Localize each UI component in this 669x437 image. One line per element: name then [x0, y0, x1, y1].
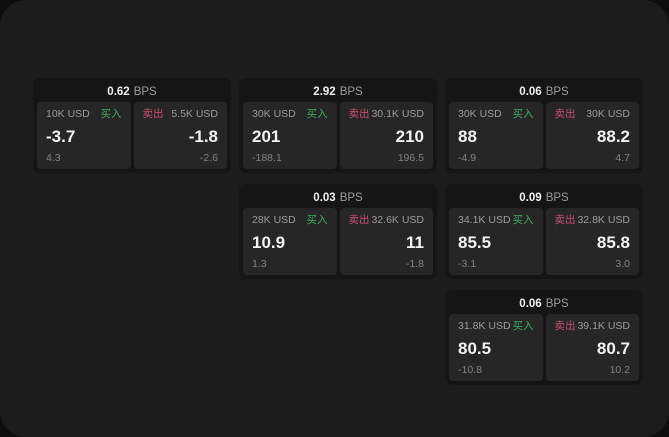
quote-card: 2.92 BPS 30K USD 买入 201 -188.1 卖出 30.1K …: [239, 78, 437, 173]
sell-panel[interactable]: 卖出 32.8K USD 85.8 3.0: [545, 208, 639, 275]
sell-change: 196.5: [397, 151, 424, 164]
spread-unit: BPS: [339, 86, 363, 98]
sell-change: -1.8: [405, 257, 424, 270]
buy-change: -4.9: [458, 151, 477, 164]
spread-unit: BPS: [339, 192, 363, 204]
buy-panel[interactable]: 28K USD 买入 10.9 1.3: [243, 208, 337, 275]
spread-unit: BPS: [545, 192, 569, 204]
buy-label: 买入: [512, 320, 534, 332]
sell-label: 卖出: [554, 214, 576, 226]
buy-change: 1.3: [252, 257, 267, 270]
sell-change: 10.2: [609, 363, 630, 376]
quote-card-grid: 0.62 BPS 10K USD 买入 -3.7 4.3 卖出 5.5K USD: [33, 78, 643, 385]
spread-header: 0.03 BPS: [243, 188, 433, 208]
buy-panel[interactable]: 31.8K USD 买入 80.5 -10.8: [449, 314, 543, 381]
quote-panels: 34.1K USD 买入 85.5 -3.1 卖出 32.8K USD 85.8…: [449, 208, 639, 275]
sell-amount: 32.6K USD: [371, 214, 424, 226]
buy-price: -3.7: [46, 126, 76, 146]
sell-label: 卖出: [142, 108, 164, 120]
buy-label: 买入: [306, 214, 328, 226]
sell-price: 88.2: [596, 126, 630, 146]
sell-change: 4.7: [615, 151, 630, 164]
buy-panel[interactable]: 30K USD 买入 88 -4.9: [449, 102, 543, 169]
sell-change: 3.0: [615, 257, 630, 270]
quote-card: 0.06 BPS 30K USD 买入 88 -4.9 卖出 30K USD: [445, 78, 643, 173]
sell-amount: 32.8K USD: [577, 214, 630, 226]
spread-value: 0.06: [519, 86, 542, 98]
sell-price: -1.8: [188, 126, 218, 146]
sell-change: -2.6: [199, 151, 218, 164]
buy-amount: 30K USD: [252, 108, 296, 120]
spread-value: 0.09: [519, 192, 542, 204]
spread-value: 0.62: [107, 86, 130, 98]
sell-label: 卖出: [554, 108, 576, 120]
spread-header: 0.06 BPS: [449, 82, 639, 102]
sell-price: 80.7: [596, 338, 630, 358]
quote-panels: 28K USD 买入 10.9 1.3 卖出 32.6K USD 11 -1.8: [243, 208, 433, 275]
sell-panel[interactable]: 卖出 30K USD 88.2 4.7: [545, 102, 639, 169]
spread-header: 0.62 BPS: [37, 82, 227, 102]
buy-price: 201: [252, 126, 281, 146]
buy-label: 买入: [306, 108, 328, 120]
buy-amount: 34.1K USD: [458, 214, 511, 226]
sell-price: 85.8: [596, 232, 630, 252]
sell-price: 210: [395, 126, 424, 146]
quote-panels: 31.8K USD 买入 80.5 -10.8 卖出 39.1K USD 80.…: [449, 314, 639, 381]
sell-amount: 5.5K USD: [171, 108, 218, 120]
buy-change: -10.8: [458, 363, 482, 376]
spread-unit: BPS: [133, 86, 157, 98]
buy-amount: 30K USD: [458, 108, 502, 120]
quote-panels: 30K USD 买入 201 -188.1 卖出 30.1K USD 210 1…: [243, 102, 433, 169]
spread-value: 2.92: [313, 86, 336, 98]
sell-label: 卖出: [554, 320, 576, 332]
spread-value: 0.06: [519, 298, 542, 310]
spread-header: 0.09 BPS: [449, 188, 639, 208]
buy-panel[interactable]: 10K USD 买入 -3.7 4.3: [37, 102, 131, 169]
sell-amount: 39.1K USD: [577, 320, 630, 332]
buy-price: 80.5: [458, 338, 492, 358]
buy-price: 10.9: [252, 232, 286, 252]
sell-panel[interactable]: 卖出 39.1K USD 80.7 10.2: [545, 314, 639, 381]
buy-label: 买入: [100, 108, 122, 120]
buy-change: -188.1: [252, 151, 282, 164]
spread-header: 2.92 BPS: [243, 82, 433, 102]
sell-panel[interactable]: 卖出 32.6K USD 11 -1.8: [339, 208, 433, 275]
buy-price: 85.5: [458, 232, 492, 252]
sell-panel[interactable]: 卖出 30.1K USD 210 196.5: [339, 102, 433, 169]
buy-price: 88: [458, 126, 477, 146]
quote-card: 0.03 BPS 28K USD 买入 10.9 1.3 卖出 32.6K US…: [239, 184, 437, 279]
sell-amount: 30.1K USD: [371, 108, 424, 120]
buy-amount: 10K USD: [46, 108, 90, 120]
buy-panel[interactable]: 34.1K USD 买入 85.5 -3.1: [449, 208, 543, 275]
spread-header: 0.06 BPS: [449, 294, 639, 314]
quote-panels: 30K USD 买入 88 -4.9 卖出 30K USD 88.2 4.7: [449, 102, 639, 169]
sell-panel[interactable]: 卖出 5.5K USD -1.8 -2.6: [133, 102, 227, 169]
quote-card: 0.09 BPS 34.1K USD 买入 85.5 -3.1 卖出 32.8K…: [445, 184, 643, 279]
buy-panel[interactable]: 30K USD 买入 201 -188.1: [243, 102, 337, 169]
quote-panels: 10K USD 买入 -3.7 4.3 卖出 5.5K USD -1.8 -2.…: [37, 102, 227, 169]
sell-label: 卖出: [348, 214, 370, 226]
spread-unit: BPS: [545, 298, 569, 310]
sell-label: 卖出: [348, 108, 370, 120]
buy-amount: 28K USD: [252, 214, 296, 226]
spread-unit: BPS: [545, 86, 569, 98]
sell-amount: 30K USD: [586, 108, 630, 120]
buy-amount: 31.8K USD: [458, 320, 511, 332]
quote-card: 0.06 BPS 31.8K USD 买入 80.5 -10.8 卖出 39.1…: [445, 290, 643, 385]
quote-card: 0.62 BPS 10K USD 买入 -3.7 4.3 卖出 5.5K USD: [33, 78, 231, 173]
sell-price: 11: [406, 232, 424, 252]
buy-label: 买入: [512, 108, 534, 120]
spread-value: 0.03: [313, 192, 336, 204]
buy-label: 买入: [512, 214, 534, 226]
buy-change: 4.3: [46, 151, 61, 164]
buy-change: -3.1: [458, 257, 477, 270]
